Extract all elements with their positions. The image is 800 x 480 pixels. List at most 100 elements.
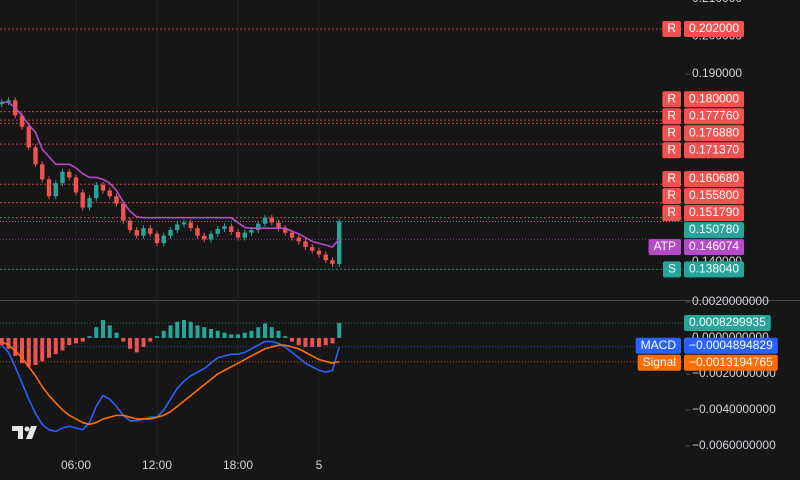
candle-body [46,179,52,197]
candle-body [283,228,288,233]
candle-body [127,220,133,231]
label-box [684,315,771,332]
histogram-bar [310,337,315,347]
label-text: 0.160680 [689,171,739,185]
histogram-bar [114,332,119,338]
histogram-bar [290,337,294,342]
histogram-bar [276,330,281,338]
candle-body [148,228,153,234]
label-text: 0.138040 [689,262,739,276]
candle-body [0,102,4,105]
candle-body [94,184,99,199]
candle-body [67,171,72,178]
candle-body [87,198,92,208]
histogram-bar [107,325,112,338]
label-box [684,261,745,278]
x-tick-label: 06:00 [61,458,91,472]
candle-body [114,196,119,204]
candle-body [208,233,214,240]
y-tick-label: −0.0060000000 [692,438,776,452]
label-box [684,205,745,222]
label-box [662,142,681,159]
candle-body [40,164,45,180]
label-text: ATP [654,239,676,253]
candle-body [188,222,193,229]
label-text: 0.146074 [689,239,739,253]
label-text: MACD [641,338,677,352]
label-text: S [668,262,676,276]
label-box [684,142,745,159]
label-box [662,205,681,222]
y-tick-label: 0.190000 [692,66,742,80]
candle-body [175,224,180,231]
candle-body [242,232,247,238]
label-text: R [667,21,676,35]
label-text: R [667,171,676,185]
histogram-bar [87,336,92,338]
histogram-bar [33,337,38,365]
histogram-bar [134,337,139,353]
candle-body [229,226,234,232]
histogram-bar [256,327,261,338]
label-text: 0.0008299935 [689,315,766,329]
histogram-bar [242,332,247,338]
histogram-bar [330,337,335,344]
histogram-bar [94,327,99,338]
candle-body [141,228,146,236]
candle-body [26,126,31,148]
label-text: −0.0004894829 [689,338,773,352]
candle-body [215,228,220,234]
label-box [637,354,681,371]
histogram-bar [128,337,132,349]
candle-body [303,241,308,247]
candle-body [330,260,335,264]
y-tick-label: 0.210000 [692,0,742,5]
histogram-bar [53,337,58,355]
candle-body [161,235,166,244]
histogram-bar [80,337,85,342]
candle-body [323,254,328,261]
candle-body [235,231,241,238]
label-text: 0.151790 [689,205,739,219]
label-text: 0.150780 [689,222,739,236]
candle-body [269,217,274,223]
label-box [662,171,681,188]
histogram-bar [67,337,72,346]
label-box [662,261,681,278]
label-box [662,188,681,205]
label-box [635,337,681,354]
candle-body [6,100,11,103]
histogram-bar [161,330,166,338]
y-tick-label: −0.0040000000 [692,402,776,416]
candle-body [262,217,268,224]
histogram-bar [296,337,301,346]
candle-body [316,250,322,255]
histogram-bar [337,323,342,338]
label-box [684,337,778,354]
histogram-bar [74,337,78,344]
label-box [648,239,681,256]
label-text: 0.177760 [689,108,739,122]
label-box [684,171,745,188]
label-box [684,91,745,108]
label-text: R [667,188,676,202]
histogram-bar [20,337,24,364]
label-text: 0.180000 [689,91,739,105]
label-text: 0.176880 [689,125,739,139]
label-text: R [667,142,676,156]
label-text: 0.171370 [689,142,739,156]
candle-body [80,192,85,208]
histogram-bar [249,330,254,338]
histogram-bar [222,332,227,338]
candle-body [33,147,38,165]
label-text: R [667,91,676,105]
candle-body [202,235,207,240]
histogram-bar [26,337,31,367]
histogram-bar [209,328,213,338]
label-box [684,108,745,125]
histogram-bar [141,337,146,347]
candle-body [289,232,295,238]
label-box [662,20,681,37]
candle-body [121,203,126,221]
